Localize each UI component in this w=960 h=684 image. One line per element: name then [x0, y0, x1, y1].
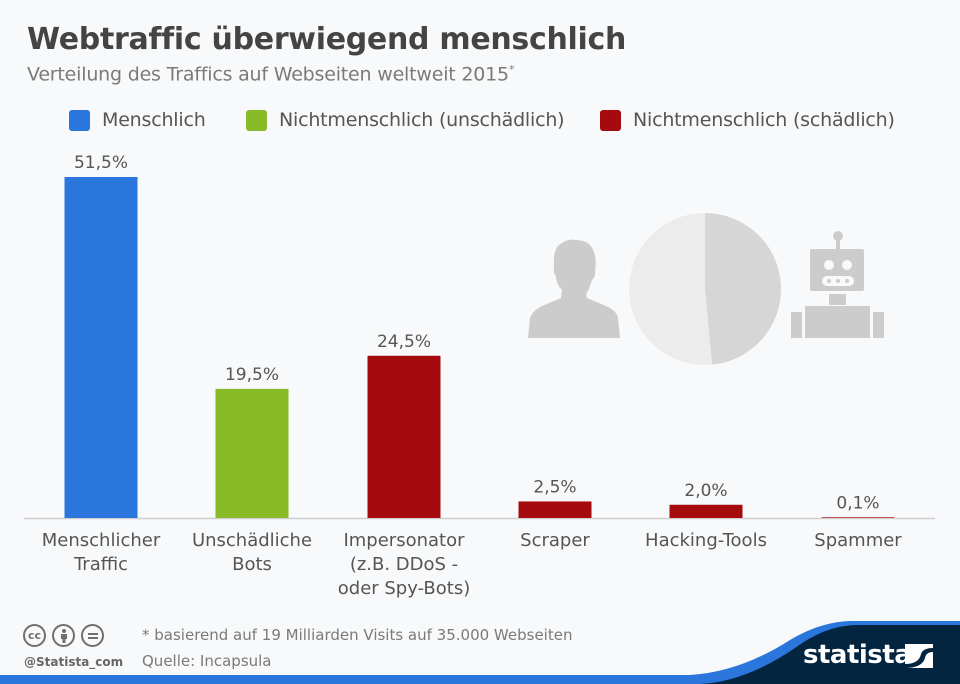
category-label: Unschädliche	[192, 530, 312, 551]
category-label: Scraper	[520, 530, 590, 551]
robot-mouth-dots	[827, 279, 849, 283]
legend-label: Menschlich	[102, 109, 206, 131]
bar-value-label: 0,1%	[836, 493, 879, 513]
chart-title: Webtraffic überwiegend menschlich	[27, 22, 627, 57]
category-label: Impersonator	[343, 530, 465, 551]
bar-chart: 51,5% Menschlicher Traffic 19,5% Unschädlich…	[24, 153, 935, 599]
subtitle-footnote-mark: *	[508, 63, 515, 76]
bar-value-label: 51,5%	[74, 153, 128, 173]
category-label: (z.B. DDoS -	[350, 554, 458, 575]
creative-commons-icon[interactable]: cc	[23, 624, 46, 647]
category-label: Hacking-Tools	[645, 530, 767, 551]
pie-slice-bot	[705, 213, 782, 365]
category-label: Bots	[232, 554, 272, 575]
bar-3	[518, 501, 592, 518]
statista-handle[interactable]: @Statista_com	[24, 655, 124, 669]
legend-swatch	[246, 109, 267, 131]
bar-5	[821, 517, 895, 518]
legend-swatch	[600, 109, 621, 131]
legend-item-schaedlich: Nichtmenschlich (schädlich)	[600, 109, 895, 131]
legend-label: Nichtmenschlich (unschädlich)	[279, 109, 565, 131]
bar-value-label: 2,0%	[684, 481, 727, 501]
no-derivatives-icon[interactable]	[81, 624, 104, 647]
category-label: Spammer	[814, 530, 902, 551]
illustration	[528, 213, 884, 365]
bars-group: 51,5% Menschlicher Traffic 19,5% Unschädlich…	[42, 153, 903, 599]
pie-slice-human	[629, 213, 713, 365]
category-label: Traffic	[73, 554, 128, 575]
legend-item-menschlich: Menschlich	[69, 109, 206, 131]
footnote: * basierend auf 19 Milliarden Visits auf…	[142, 626, 573, 644]
license-icons: cc	[23, 624, 104, 647]
footer-band	[0, 621, 960, 684]
category-label: Menschlicher	[42, 530, 161, 551]
bar-value-label: 2,5%	[533, 477, 576, 497]
bar-1	[215, 388, 289, 518]
subtitle-text: Verteilung des Traffics auf Webseiten we…	[27, 63, 509, 86]
legend-swatch	[69, 109, 90, 131]
bar-value-label: 19,5%	[225, 365, 279, 385]
attribution-icon[interactable]	[52, 624, 75, 647]
category-label: oder Spy-Bots)	[338, 578, 471, 599]
statista-logo-icon	[905, 644, 933, 668]
bar-4	[669, 504, 743, 518]
source-label: Quelle: Incapsula	[142, 652, 272, 670]
chart-subtitle: Verteilung des Traffics auf Webseiten we…	[27, 63, 514, 85]
legend-item-unschaedlich: Nichtmenschlich (unschädlich)	[246, 109, 565, 131]
bar-value-label: 24,5%	[377, 332, 431, 352]
legend-label: Nichtmenschlich (schädlich)	[633, 109, 895, 131]
bar-2	[367, 355, 441, 518]
bar-0	[64, 177, 138, 518]
person-silhouette-icon	[528, 239, 620, 338]
footer-dark-wave	[700, 625, 960, 684]
statista-brand[interactable]: statista	[803, 640, 912, 670]
